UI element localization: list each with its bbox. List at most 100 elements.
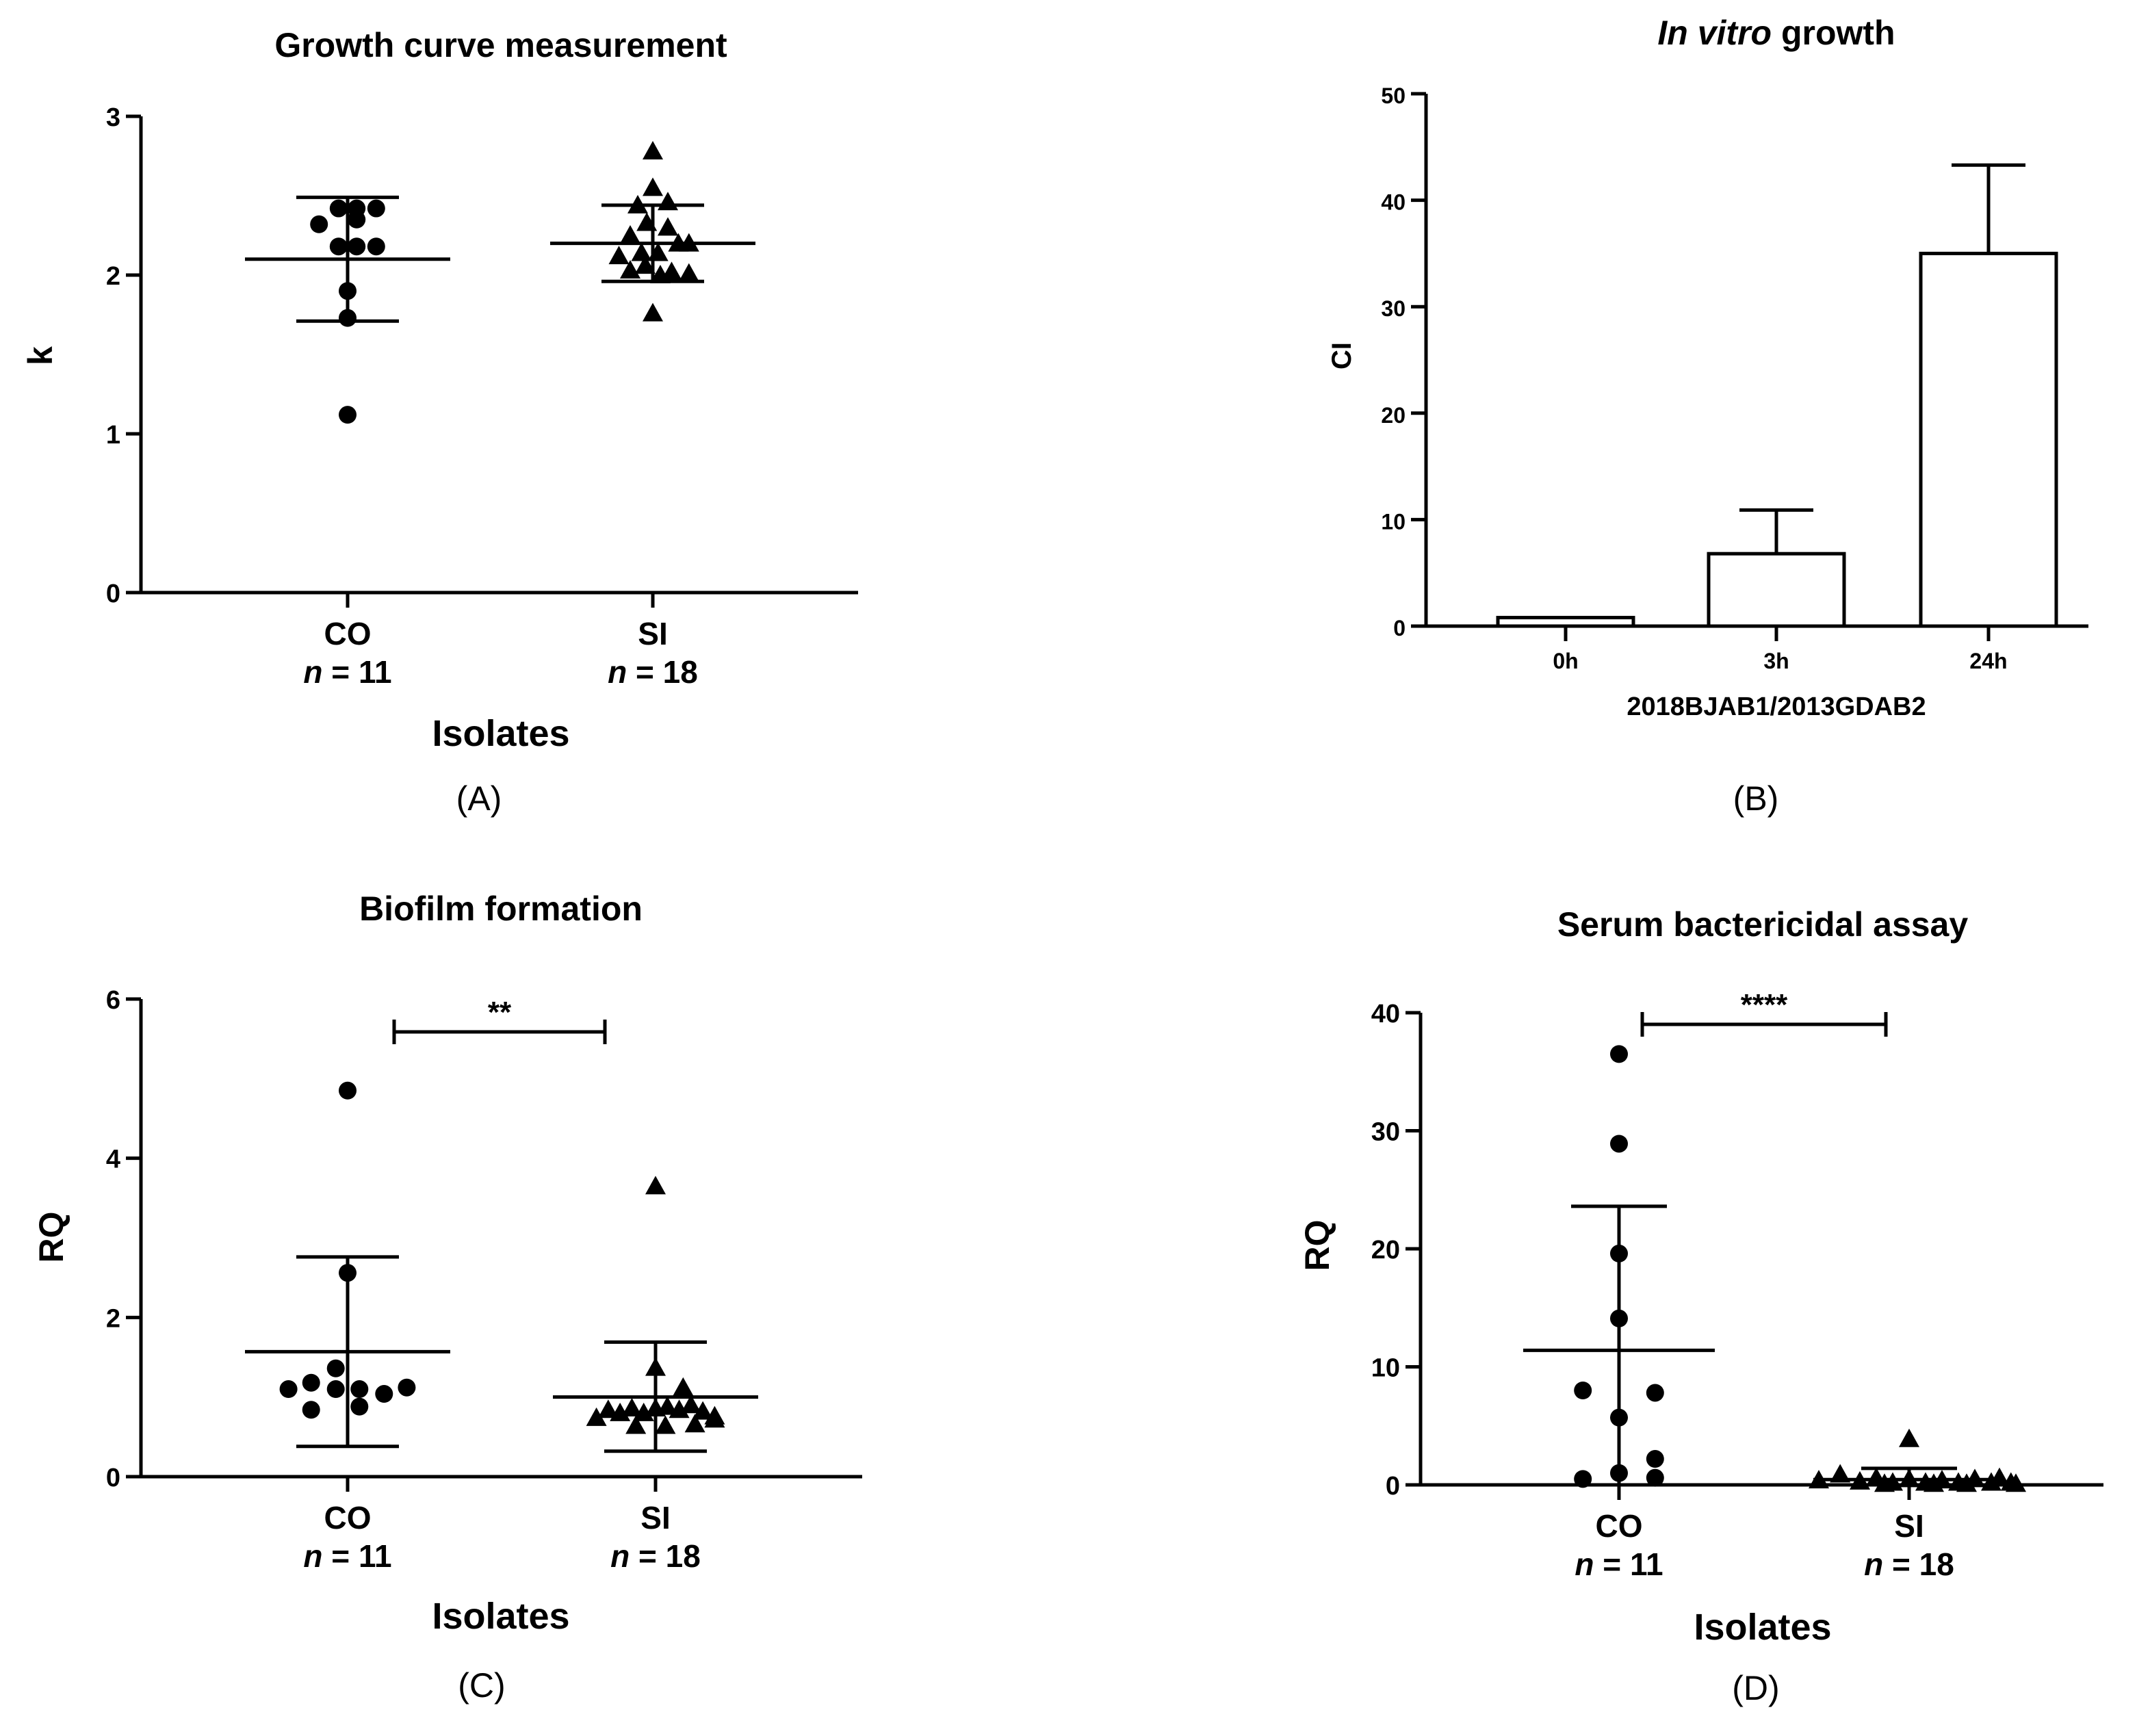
x-category-n-label: n = 11 [303, 654, 391, 690]
panel-a-title: Growth curve measurement [274, 26, 727, 64]
data-point-triangle [631, 242, 652, 261]
x-category-label: SI [638, 616, 667, 651]
y-tick-label: 10 [1381, 509, 1406, 534]
data-point-circle [339, 406, 357, 424]
data-point-triangle [633, 1402, 654, 1421]
data-point-triangle [1981, 1472, 2002, 1491]
x-category-label: SI [640, 1500, 670, 1536]
n-value: = 11 [1594, 1546, 1663, 1582]
x-category-n-label: n = 18 [1864, 1546, 1954, 1582]
data-point-triangle [643, 302, 663, 322]
panel-b-in-vitro-growth: In vitro growth 0 10 20 30 40 50 0h 3h 24h CI 20… [1327, 14, 2088, 818]
data-point-triangle [2006, 1473, 2026, 1492]
panel-d-title: Serum bactericidal assay [1557, 905, 1969, 944]
y-tick-label: 0 [1393, 616, 1406, 640]
y-tick-label: 4 [106, 1145, 120, 1174]
y-tick-label: 30 [1371, 1118, 1400, 1147]
n-symbol: n [303, 1538, 322, 1574]
data-point-circle [350, 1397, 369, 1416]
data-point-triangle [620, 260, 640, 279]
x-category-label: SI [1894, 1508, 1924, 1544]
data-point-circle [310, 215, 328, 233]
y-tick-label: 6 [106, 986, 120, 1015]
panel-b-label: (B) [1733, 779, 1779, 818]
data-point-circle [350, 1380, 369, 1399]
data-point-triangle [1830, 1464, 1851, 1483]
y-tick-label: 0 [106, 1464, 120, 1492]
data-point-circle [1646, 1468, 1664, 1487]
data-point-circle [367, 199, 385, 218]
x-category-label: CO [1596, 1508, 1643, 1544]
data-point-circle [1574, 1382, 1592, 1399]
n-symbol: n [610, 1538, 630, 1574]
data-point-circle [329, 199, 348, 218]
y-tick-label: 50 [1381, 83, 1406, 108]
data-point-triangle [625, 1415, 647, 1434]
y-tick-label: 0 [106, 580, 120, 608]
data-point-triangle [620, 225, 640, 244]
data-point-triangle [635, 255, 656, 274]
bar [1496, 616, 1635, 628]
x-category-n-label: n = 11 [303, 1538, 391, 1574]
y-tick-label: 2 [106, 262, 120, 291]
x-category-label: 3h [1763, 649, 1789, 673]
panel-a-xlabel: Isolates [432, 713, 569, 754]
data-point-circle [329, 237, 348, 256]
x-category-n-label: n = 18 [610, 1538, 701, 1574]
data-point-triangle [1924, 1473, 1944, 1492]
panel-d-xlabel: Isolates [1694, 1607, 1831, 1648]
data-point-triangle [669, 1399, 690, 1418]
data-point-circle [1646, 1450, 1664, 1468]
n-value: = 11 [323, 654, 392, 690]
n-symbol: n [1864, 1546, 1883, 1582]
data-point-circle [375, 1385, 393, 1403]
data-point-circle [1610, 1045, 1628, 1063]
y-tick-label: 20 [1371, 1236, 1400, 1265]
data-point-circle [302, 1401, 320, 1419]
n-symbol: n [1575, 1546, 1594, 1582]
data-point-triangle [658, 217, 678, 236]
data-point-triangle [1899, 1428, 1919, 1447]
data-point-circle [279, 1380, 298, 1399]
data-point-triangle [684, 1414, 705, 1433]
bar [1919, 251, 2058, 628]
data-point-circle [398, 1378, 416, 1397]
panel-a-label: (A) [456, 779, 502, 818]
significance-stars: ** [488, 996, 512, 1029]
y-tick-label: 3 [106, 103, 120, 132]
data-point-circle [348, 210, 366, 229]
x-category-label: CO [324, 616, 372, 651]
data-point-circle [326, 1380, 345, 1399]
n-value: = 11 [323, 1538, 392, 1574]
y-tick-label: 30 [1381, 296, 1406, 321]
data-point-triangle [657, 1396, 678, 1415]
data-point-triangle [645, 1176, 666, 1195]
x-category-n-label: n = 11 [1575, 1546, 1663, 1582]
x-category-label: CO [324, 1500, 372, 1536]
data-point-circle [302, 1373, 320, 1392]
data-point-circle [1574, 1470, 1592, 1488]
panel-c-xlabel: Isolates [432, 1596, 569, 1637]
data-point-triangle [680, 1395, 701, 1414]
significance-stars: **** [1741, 988, 1788, 1022]
data-point-triangle [597, 1399, 619, 1418]
y-tick-label: 0 [1386, 1472, 1400, 1501]
data-point-triangle [1956, 1473, 1977, 1492]
data-point-circle [367, 237, 385, 256]
data-point-circle [339, 1081, 357, 1100]
data-point-triangle [621, 1397, 643, 1416]
panel-d-label: (D) [1732, 1669, 1779, 1707]
data-point-circle [1646, 1384, 1664, 1402]
x-category-label: 24h [1969, 649, 2007, 673]
data-point-circle [326, 1359, 345, 1377]
data-point-triangle [586, 1407, 607, 1426]
data-point-triangle [704, 1409, 725, 1428]
data-point-triangle [643, 141, 663, 160]
data-point-triangle [1874, 1473, 1895, 1492]
data-point-circle [1610, 1135, 1628, 1153]
